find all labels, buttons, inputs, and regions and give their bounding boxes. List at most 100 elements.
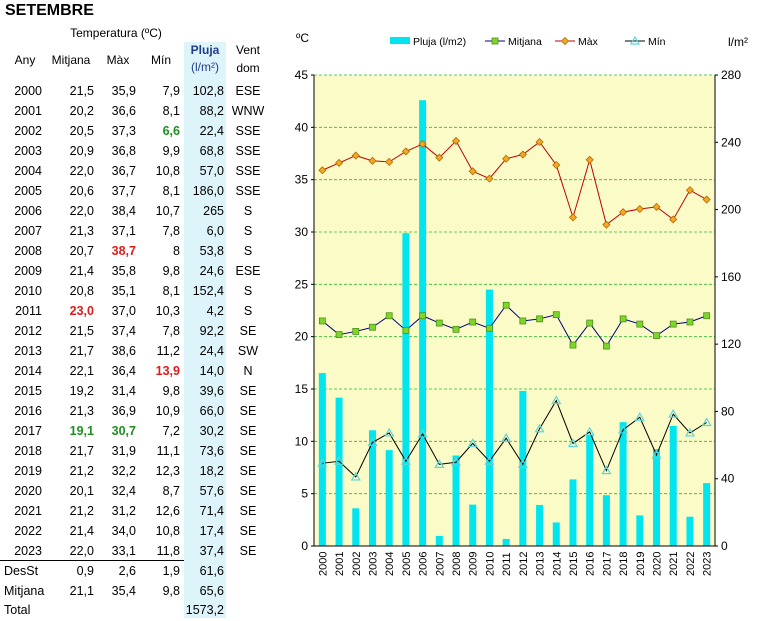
cell-rain: 18,2 bbox=[199, 464, 224, 478]
cell-min: 10,8 bbox=[155, 524, 180, 538]
year-header: Any bbox=[14, 53, 36, 67]
cell-year: 2011 bbox=[15, 304, 42, 318]
cell-max: 35,9 bbox=[111, 84, 136, 98]
cell-max: 34,0 bbox=[111, 524, 136, 538]
cell-year: 2000 bbox=[14, 84, 42, 98]
rain-column-background bbox=[184, 42, 226, 618]
summary-rain: 65,6 bbox=[199, 584, 224, 598]
series-point bbox=[501, 432, 512, 442]
cell-rain: 22,4 bbox=[199, 124, 224, 138]
y-left-tick-label: 25 bbox=[295, 277, 309, 291]
cell-rain: 68,8 bbox=[199, 144, 224, 158]
rain-bar bbox=[368, 430, 376, 546]
cell-max: 31,9 bbox=[111, 444, 136, 458]
cell-max: 37,1 bbox=[111, 224, 136, 238]
series-point bbox=[350, 471, 361, 481]
cell-avg: 21,2 bbox=[69, 504, 94, 518]
cell-rain: 102,8 bbox=[192, 84, 224, 98]
legend: Pluja (l/m2) Mitjana Màx Mín bbox=[390, 36, 666, 48]
min-header: Mín bbox=[150, 53, 171, 67]
cell-year: 2001 bbox=[14, 104, 42, 118]
cell-rain: 39,6 bbox=[199, 384, 224, 398]
series-point bbox=[419, 312, 427, 320]
cell-year: 2003 bbox=[14, 144, 42, 158]
cell-wind: SSE bbox=[235, 184, 261, 198]
cell-avg: 22,0 bbox=[69, 544, 94, 558]
cell-avg: 21,7 bbox=[69, 444, 94, 458]
table-row: 2011 23,0 37,0 10,3 4,2 S bbox=[0, 302, 270, 322]
series-point bbox=[619, 208, 628, 217]
cell-avg: 20,6 bbox=[69, 184, 94, 198]
cell-wind: SE bbox=[239, 504, 257, 518]
cell-wind: S bbox=[243, 244, 253, 258]
cell-min: 8,1 bbox=[162, 104, 180, 118]
rain-bar bbox=[519, 390, 527, 546]
cell-max: 37,0 bbox=[111, 304, 136, 318]
cell-wind: SSE bbox=[235, 164, 261, 178]
cell-wind: ESE bbox=[235, 264, 261, 278]
cell-min: 13,9 bbox=[155, 364, 180, 378]
cell-year: 2012 bbox=[14, 324, 42, 338]
y-right-tick-label: 40 bbox=[721, 472, 735, 486]
cell-rain: 14,0 bbox=[199, 364, 224, 378]
series-point bbox=[417, 428, 428, 438]
cell-rain: 30,2 bbox=[199, 424, 224, 438]
cell-avg: 21,2 bbox=[69, 464, 94, 478]
y-left-tick-label: 5 bbox=[301, 487, 308, 501]
cell-avg: 19,2 bbox=[69, 384, 94, 398]
y-left-tick-label: 45 bbox=[295, 68, 309, 82]
cell-avg: 22,0 bbox=[69, 164, 94, 178]
cell-rain: 186,0 bbox=[192, 184, 224, 198]
x-tick-label: 2008 bbox=[451, 552, 463, 576]
x-tick-label: 2000 bbox=[317, 552, 329, 576]
x-tick-label: 2018 bbox=[618, 552, 630, 576]
cell-rain: 24,6 bbox=[199, 264, 224, 278]
series-point bbox=[367, 437, 378, 446]
cell-min: 10,9 bbox=[155, 404, 180, 418]
x-tick-label: 2003 bbox=[367, 552, 379, 576]
legend-label: Màx bbox=[578, 36, 599, 48]
cell-max: 37,4 bbox=[111, 324, 136, 338]
cell-min: 8 bbox=[173, 244, 180, 258]
rain-bar bbox=[335, 397, 343, 546]
series-point bbox=[652, 202, 661, 211]
climate-chart: 0 5 10 15 20 25 30 35 40 45 0 40 80 120 160 200 240 280 ºC… bbox=[295, 31, 748, 576]
y-right-tick-label: 0 bbox=[721, 539, 728, 553]
cell-year: 2007 bbox=[14, 224, 42, 238]
cell-min: 8,1 bbox=[162, 284, 180, 298]
cell-rain: 73,6 bbox=[199, 444, 224, 458]
series-point bbox=[685, 186, 695, 195]
x-tick-label: 2009 bbox=[468, 552, 480, 576]
y-right-tick-label: 200 bbox=[721, 203, 741, 217]
table-row: 2010 20,8 35,1 8,1 152,4 S bbox=[0, 282, 270, 302]
x-tick-label: 2007 bbox=[434, 552, 446, 576]
series-point bbox=[334, 456, 345, 465]
cell-wind: SSE bbox=[235, 124, 261, 138]
cell-wind: S bbox=[243, 224, 253, 238]
legend-swatch-marker bbox=[560, 36, 570, 46]
cell-avg: 20,5 bbox=[69, 124, 94, 138]
cell-wind: SE bbox=[239, 404, 257, 418]
cell-min: 11,8 bbox=[156, 544, 180, 558]
y-right-tick-label: 160 bbox=[721, 270, 741, 284]
summary-row: Mitjana 21,1 35,4 9,8 65,6 bbox=[0, 582, 230, 602]
cell-avg: 20,8 bbox=[69, 284, 94, 298]
rain-bar bbox=[352, 508, 360, 546]
cell-avg: 22,1 bbox=[69, 364, 94, 378]
cell-year: 2018 bbox=[14, 444, 42, 458]
cell-rain: 53,8 bbox=[199, 244, 224, 258]
table-row: 2016 21,3 36,9 10,9 66,0 SE bbox=[0, 402, 270, 422]
cell-wind: SE bbox=[239, 324, 257, 338]
cell-avg: 23,0 bbox=[69, 304, 94, 318]
cell-min: 7,8 bbox=[162, 324, 180, 338]
table-row: 2001 20,2 36,6 8,1 88,2 WNW bbox=[0, 102, 270, 122]
rain-bar bbox=[419, 100, 427, 546]
y-left-tick-label: 20 bbox=[295, 330, 309, 344]
series-point bbox=[369, 323, 376, 331]
series-point bbox=[334, 158, 344, 167]
cell-min: 9,8 bbox=[162, 264, 180, 278]
x-tick-label: 2013 bbox=[535, 552, 547, 576]
rain-bar bbox=[402, 233, 410, 546]
cell-rain: 57,0 bbox=[199, 164, 224, 178]
y-left-tick-label: 40 bbox=[295, 120, 309, 134]
